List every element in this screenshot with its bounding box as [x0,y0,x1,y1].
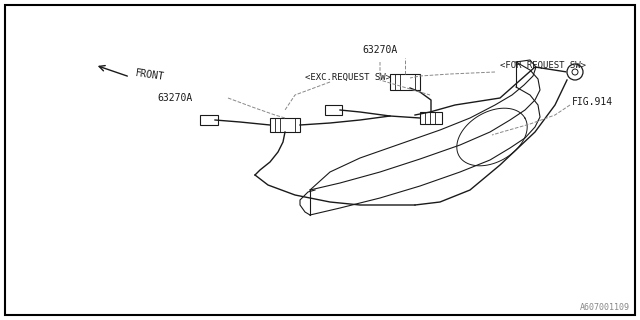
Polygon shape [200,115,218,125]
Polygon shape [270,118,300,132]
Text: <FOR REQUEST SW>: <FOR REQUEST SW> [500,60,586,69]
Text: 63270A: 63270A [362,45,397,55]
Text: FRONT: FRONT [135,68,166,82]
Polygon shape [420,112,442,124]
Text: <EXC.REQUEST SW>: <EXC.REQUEST SW> [305,73,391,82]
Polygon shape [390,74,420,90]
Text: 63270A: 63270A [157,93,193,103]
Polygon shape [325,105,342,115]
Circle shape [567,64,583,80]
Text: A607001109: A607001109 [580,303,630,312]
Text: FIG.914: FIG.914 [572,97,613,107]
